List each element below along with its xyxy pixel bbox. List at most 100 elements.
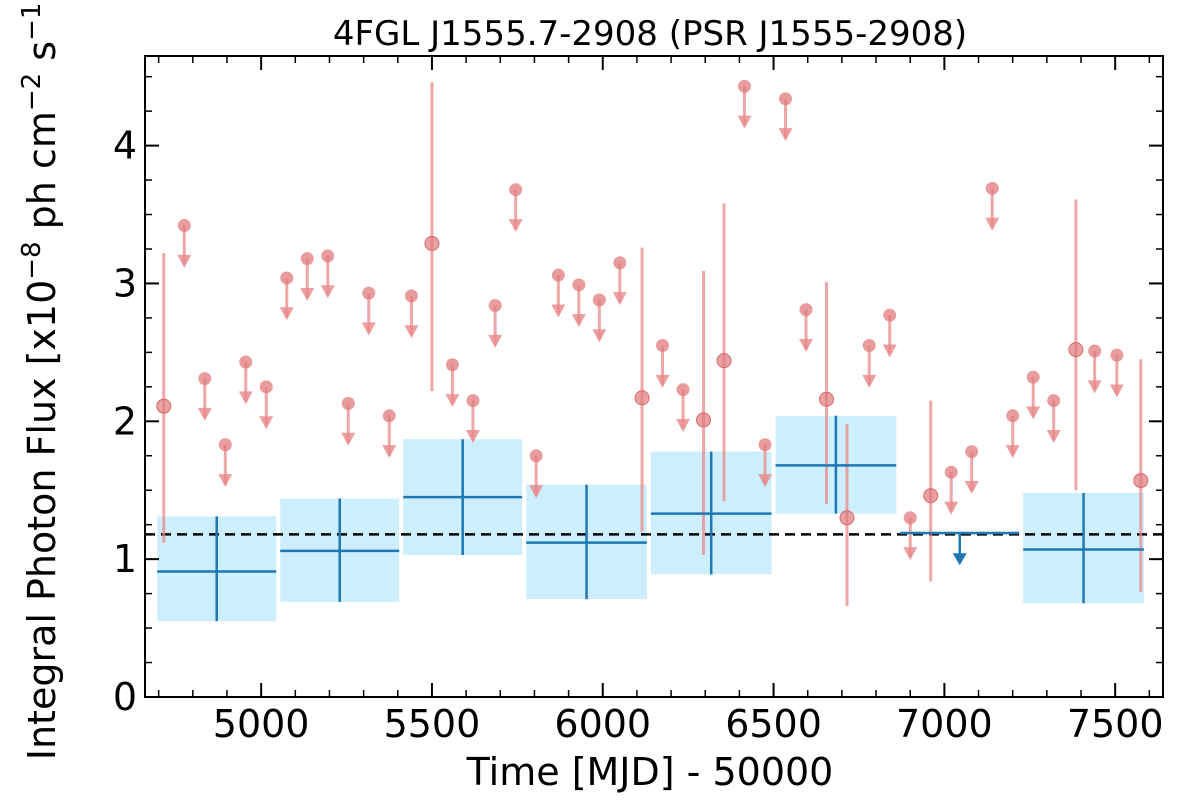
fine-bin-point [696, 412, 712, 428]
upper-limit-arrow-head [529, 485, 544, 499]
upper-limit-arrow-head [551, 304, 566, 318]
upper-limit-marker [300, 252, 314, 266]
upper-limit-arrow-head [862, 374, 877, 388]
coarse-bin-series [157, 415, 1144, 622]
upper-limit-marker [177, 219, 191, 233]
upper-limit-marker [779, 92, 793, 106]
upper-limit-marker [321, 249, 335, 263]
upper-limit-marker [198, 372, 212, 386]
upper-limit-arrow-head [1026, 406, 1041, 420]
fine-bin-point [923, 488, 939, 504]
fine-bin-point [839, 510, 855, 526]
upper-limit-arrow-head [612, 292, 627, 306]
upper-limit-arrow-head [508, 219, 523, 233]
x-tick-label: 6500 [725, 702, 822, 746]
upper-limit-marker [738, 79, 752, 93]
upper-limit-arrow-head [445, 394, 460, 408]
upper-limit-marker [488, 299, 502, 313]
upper-limit-marker [529, 449, 543, 463]
y-axis-label: Integral Photon Flux [x10−8 ph cm−2 s−1] [17, 0, 64, 760]
fine-bin-point [1068, 342, 1084, 358]
upper-limit-arrow-head [382, 445, 397, 459]
upper-limit-marker [218, 438, 232, 452]
upper-limit-arrow-head [1046, 429, 1061, 443]
upper-limit-marker [799, 303, 813, 317]
upper-limit-arrow-head [944, 501, 959, 515]
upper-limit-arrow-head [778, 128, 793, 142]
x-tick-label: 7500 [1067, 702, 1164, 746]
axes-frame [144, 55, 1164, 698]
upper-limit-arrow-head [259, 416, 274, 430]
upper-limit-marker [985, 181, 999, 195]
upper-limit-marker [1047, 394, 1061, 408]
x-tick-label: 5000 [213, 702, 310, 746]
upper-limit-arrow-head [404, 325, 419, 339]
upper-limit-arrow-head [465, 429, 480, 443]
upper-limit-marker [259, 380, 273, 394]
fine-bin-point [634, 390, 650, 406]
upper-limit-marker [656, 338, 670, 352]
upper-limit-arrow-head [177, 254, 192, 268]
upper-limit-marker [758, 438, 772, 452]
upper-limit-marker [466, 394, 480, 408]
upper-limit-marker [1006, 409, 1020, 423]
upper-limit-marker [862, 338, 876, 352]
upper-limit-marker [404, 289, 418, 303]
upper-limit-arrow-head [903, 547, 918, 561]
y-tick-label: 2 [113, 399, 137, 443]
coarse-upper-limit-head [952, 553, 967, 566]
upper-limit-marker [1088, 344, 1102, 358]
upper-limit-arrow-head [320, 285, 335, 299]
upper-limit-arrow-head [238, 391, 253, 405]
fine-bin-series [156, 79, 1149, 607]
upper-limit-arrow-head [361, 322, 376, 336]
plot-frame [144, 55, 1164, 698]
upper-limit-marker [341, 396, 355, 410]
upper-limit-marker [239, 355, 253, 369]
upper-limit-marker [592, 293, 606, 307]
upper-limit-arrow-head [279, 307, 294, 321]
chart-title: 4FGL J1555.7-2908 (PSR J1555-2908) [333, 14, 967, 54]
upper-limit-marker [509, 183, 523, 197]
upper-limit-marker [572, 278, 586, 292]
upper-limit-arrow-head [488, 334, 503, 348]
axis-ticks: 5000 5500 6000 6500 7000 7500 0 1 2 3 4 [113, 56, 1164, 746]
upper-limit-arrow-head [197, 407, 212, 421]
upper-limit-marker [1026, 370, 1040, 384]
fine-bin-point [156, 398, 172, 414]
upper-limit-arrow-head [300, 287, 315, 301]
y-tick-label: 0 [113, 675, 137, 719]
upper-limit-arrow-head [737, 115, 752, 129]
upper-limit-marker [903, 511, 917, 525]
upper-limit-arrow-head [1109, 384, 1124, 398]
x-tick-label: 5500 [384, 702, 481, 746]
upper-limit-arrow-head [218, 474, 233, 488]
upper-limit-arrow-head [758, 474, 773, 488]
upper-limit-arrow-head [655, 374, 670, 388]
fine-bin-point [716, 353, 732, 369]
upper-limit-marker [944, 465, 958, 479]
fine-bin-point [819, 391, 835, 407]
upper-limit-arrow-head [571, 314, 586, 328]
upper-limit-arrow-head [1005, 445, 1020, 459]
upper-limit-arrow-head [882, 344, 897, 358]
upper-limit-arrow-head [341, 432, 356, 446]
fine-bin-point [424, 235, 440, 251]
upper-limit-marker [280, 271, 294, 285]
x-axis-label: Time [MJD] - 50000 [466, 750, 834, 794]
y-tick-label: 3 [113, 261, 137, 305]
y-tick-label: 1 [113, 537, 137, 581]
upper-limit-marker [445, 358, 459, 372]
x-tick-label: 6000 [554, 702, 651, 746]
fine-bin-point [1133, 473, 1149, 489]
coarse-bin-bands [157, 415, 1144, 622]
upper-limit-marker [613, 256, 627, 270]
upper-limit-marker [883, 308, 897, 322]
upper-limit-marker [551, 268, 565, 282]
x-tick-label: 7000 [896, 702, 993, 746]
upper-limit-arrow-head [985, 217, 1000, 231]
upper-limit-marker [362, 286, 376, 300]
upper-limit-arrow-head [964, 480, 979, 494]
upper-limit-arrow-head [1087, 380, 1102, 394]
